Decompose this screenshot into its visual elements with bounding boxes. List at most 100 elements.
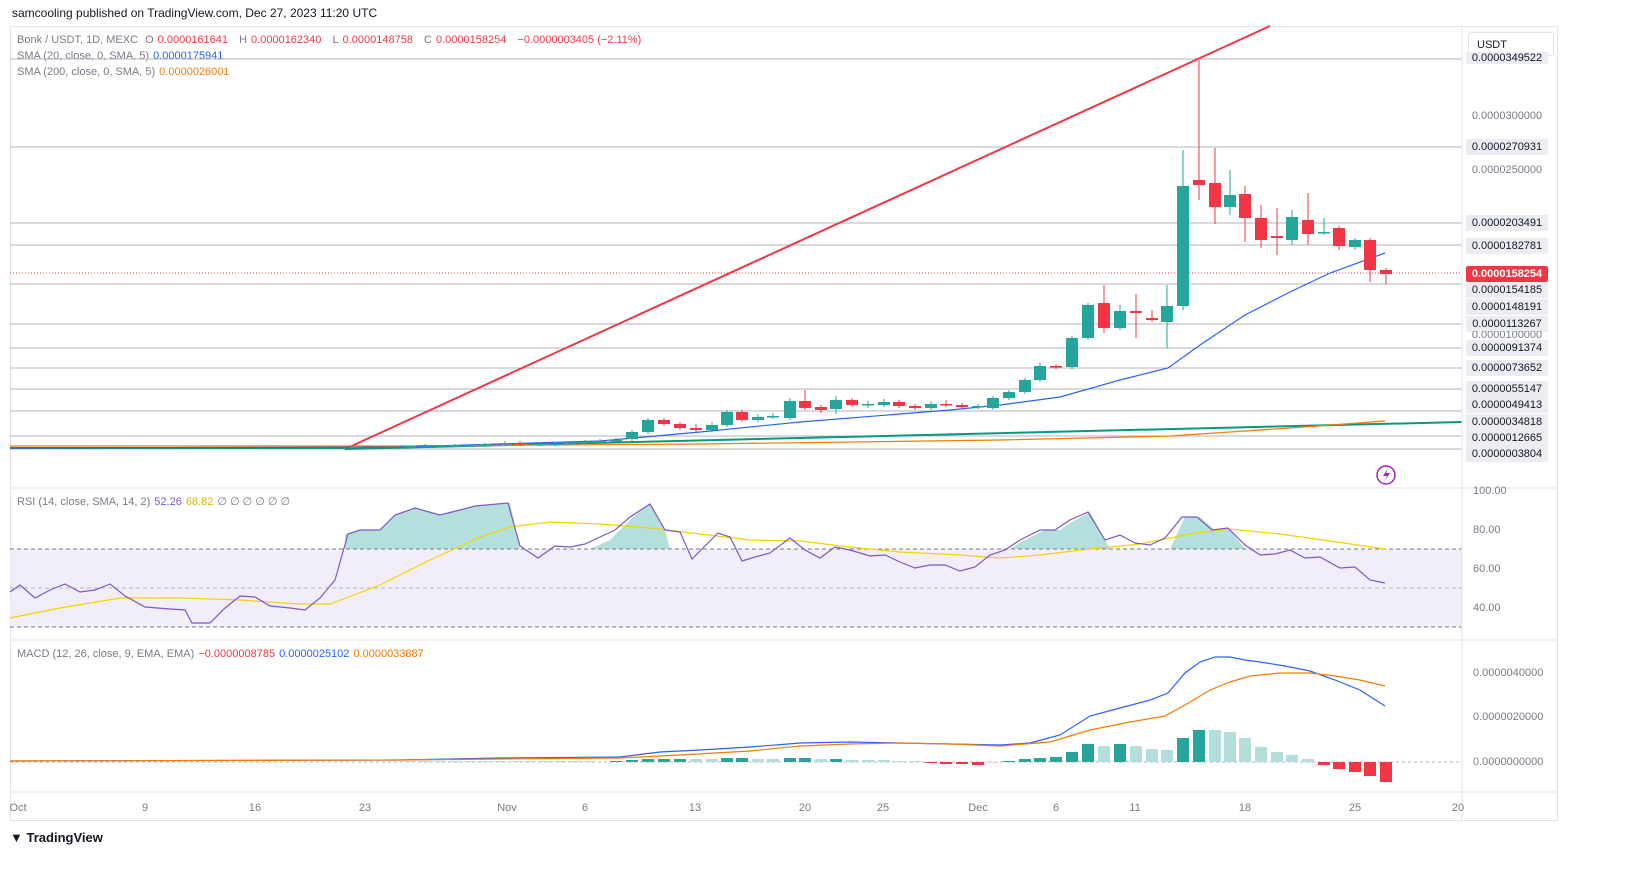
candle-body[interactable]: [514, 443, 526, 445]
macd-histogram-bar: [1302, 759, 1314, 762]
candle-body[interactable]: [564, 443, 576, 445]
ohlc-c: C 0.0000158254: [424, 34, 507, 46]
candle-body[interactable]: [1255, 218, 1267, 240]
candle-body[interactable]: [956, 405, 968, 407]
candle-body[interactable]: [987, 398, 999, 408]
candle-body[interactable]: [549, 444, 561, 446]
candle-body[interactable]: [479, 444, 491, 446]
macd-histogram-bar: [940, 762, 952, 764]
candle-body[interactable]: [1066, 338, 1078, 367]
candle-body[interactable]: [1130, 311, 1142, 313]
macd-histogram-bar: [736, 758, 748, 762]
candle-body[interactable]: [626, 432, 638, 439]
time-label: 13: [688, 802, 702, 814]
rsi-axis-60: 60.00: [1473, 563, 1501, 575]
macd-histogram-bar: [690, 759, 702, 762]
candle-body[interactable]: [1302, 220, 1314, 234]
candle-body[interactable]: [1177, 186, 1189, 306]
candle-body[interactable]: [1364, 240, 1376, 270]
price-label: 0.0000154185: [1466, 282, 1548, 298]
candle-body[interactable]: [499, 443, 511, 445]
candle-body[interactable]: [752, 417, 764, 420]
candle-body[interactable]: [972, 406, 984, 408]
candle-body[interactable]: [736, 412, 748, 420]
candle-body[interactable]: [658, 420, 670, 424]
candle-body[interactable]: [784, 401, 796, 418]
candle-body[interactable]: [862, 404, 874, 406]
macd-histogram-bar: [584, 761, 596, 762]
candle-body[interactable]: [1003, 392, 1015, 398]
candle-body[interactable]: [610, 440, 622, 442]
candle-body[interactable]: [1380, 270, 1392, 274]
sma200-legend[interactable]: SMA (200, close, 0, SMA, 5) 0.0000026001: [17, 66, 230, 78]
candle-body[interactable]: [893, 402, 905, 406]
candle-body[interactable]: [674, 424, 686, 428]
candle-body[interactable]: [1286, 217, 1298, 240]
price-label: 0.0000034818: [1466, 414, 1548, 430]
candle-body[interactable]: [1034, 366, 1046, 380]
candle-body[interactable]: [767, 416, 779, 418]
candle-body[interactable]: [419, 445, 431, 447]
candle-body[interactable]: [449, 445, 461, 447]
candle-body[interactable]: [642, 420, 654, 432]
candle-body[interactable]: [1333, 228, 1345, 246]
price-label: 0.0000113267: [1466, 316, 1548, 332]
candle-body[interactable]: [594, 441, 606, 443]
candle-body[interactable]: [1082, 305, 1094, 338]
green-trend-line[interactable]: [344, 421, 1463, 450]
macd-histogram-bar: [1286, 755, 1298, 762]
candle-body[interactable]: [1098, 303, 1110, 328]
candle-body[interactable]: [1239, 194, 1251, 218]
macd-histogram-bar: [1019, 759, 1031, 762]
candle-body[interactable]: [815, 407, 827, 410]
macd-histogram-bar: [1318, 762, 1330, 765]
candle-body[interactable]: [721, 412, 733, 425]
price-label: 0.0000148191: [1466, 299, 1548, 315]
candle-body[interactable]: [925, 404, 937, 408]
candle-body[interactable]: [846, 400, 858, 405]
candle-body[interactable]: [706, 425, 718, 430]
candle-body[interactable]: [534, 444, 546, 446]
candle-body[interactable]: [1050, 366, 1062, 368]
candle-body[interactable]: [1318, 232, 1330, 234]
candle-body[interactable]: [940, 404, 952, 406]
rsi-overbought-fill-1: [345, 503, 520, 549]
candle-body[interactable]: [1146, 318, 1158, 320]
candle-body[interactable]: [830, 400, 842, 409]
macd-histogram-bar: [862, 760, 874, 762]
candle-body[interactable]: [799, 401, 811, 408]
tradingview-logo[interactable]: ▼ TradingView: [10, 830, 103, 845]
candle-body[interactable]: [464, 445, 476, 447]
macd-histogram-bar: [658, 759, 670, 762]
candle-body[interactable]: [1271, 236, 1283, 238]
macd-signal-line: [9, 672, 1386, 762]
candle-body[interactable]: [1019, 380, 1031, 392]
macd-histogram-bar: [784, 758, 796, 762]
candle-body[interactable]: [434, 445, 446, 447]
macd-legend[interactable]: MACD (12, 26, close, 9, EMA, EMA) −0.0000…: [17, 648, 424, 660]
candle-body[interactable]: [878, 402, 890, 405]
ohlc-l: L 0.0000148758: [332, 34, 413, 46]
macd-histogram-bar: [1209, 730, 1221, 762]
macd-histogram-bar: [419, 761, 431, 762]
candle-body[interactable]: [1161, 306, 1173, 322]
macd-histogram-bar: [752, 759, 764, 762]
candle-body[interactable]: [1193, 180, 1205, 185]
candle-body[interactable]: [1349, 240, 1361, 247]
lightning-icon[interactable]: [1376, 465, 1396, 485]
macd-histogram-bar: [1333, 762, 1345, 769]
macd-histogram-bar: [1003, 761, 1015, 762]
red-trend-line[interactable]: [344, 25, 1271, 450]
candle-body[interactable]: [1114, 311, 1126, 328]
price-level-lines: [10, 58, 1462, 450]
rsi-legend[interactable]: RSI (14, close, SMA, 14, 2) 52.26 68.82 ∅ ∅…: [17, 496, 291, 508]
candle-body[interactable]: [1209, 183, 1221, 207]
symbol-label[interactable]: Bonk / USDT, 1D, MEXC: [17, 34, 139, 46]
candle-body[interactable]: [690, 428, 702, 430]
macd-histogram-bar: [434, 761, 446, 762]
candle-body[interactable]: [404, 446, 416, 448]
candle-body[interactable]: [1224, 195, 1236, 207]
candle-body[interactable]: [579, 442, 591, 444]
macd-line: [9, 656, 1386, 762]
candle-body[interactable]: [909, 406, 921, 408]
